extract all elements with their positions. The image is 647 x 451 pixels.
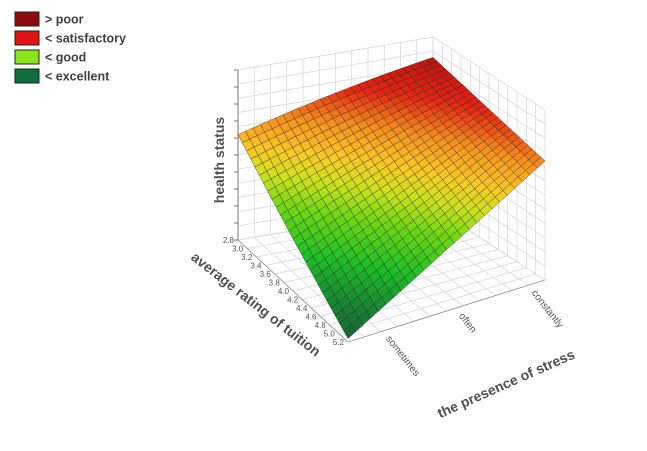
wall-gridline [237,36,434,71]
x-category-label: sometimes [383,334,421,379]
legend-swatch [14,68,40,84]
y-tick-label: 3.2 [241,253,253,262]
y-tick-label: 4.8 [315,321,327,330]
surface-plot [237,57,546,339]
z-axis-title: health status [211,117,227,204]
y-tick-label: 3.4 [250,262,262,271]
x-category-label: constantly [529,288,565,330]
y-axis-line [237,239,349,343]
x-category-label: often [456,311,478,335]
floor-gridline [338,273,536,334]
y-tick-label: 5.2 [333,338,345,347]
y-tick-label: 5.0 [324,330,336,339]
y-tick-label: 4.6 [305,313,317,322]
legend-label: < satisfactory [45,32,126,46]
wall-gridline [237,50,434,85]
x-axis-title: the presence of stress [435,346,577,421]
legend-label: > poor [45,13,84,27]
legend: > poor < satisfactory < good < excellent [14,11,126,84]
legend-label: < excellent [45,70,110,84]
y-tick-label: 4.4 [296,304,308,313]
y-tick-label: 3.0 [232,245,244,254]
x-axis-line [347,279,546,343]
legend-swatch [14,11,40,27]
wall-gridline [432,36,546,111]
surface-cell [343,324,356,339]
legend-swatch [14,49,40,65]
y-tick-label: 3.6 [260,270,272,279]
legend-swatch [14,30,40,46]
y-tick-label: 2.8 [223,236,235,245]
y-tick-label: 3.8 [269,279,281,288]
wall-gridline [432,50,546,125]
y-tick-label: 4.2 [287,296,299,305]
y-tick-label: 4.0 [278,287,290,296]
legend-label: < good [45,51,86,65]
